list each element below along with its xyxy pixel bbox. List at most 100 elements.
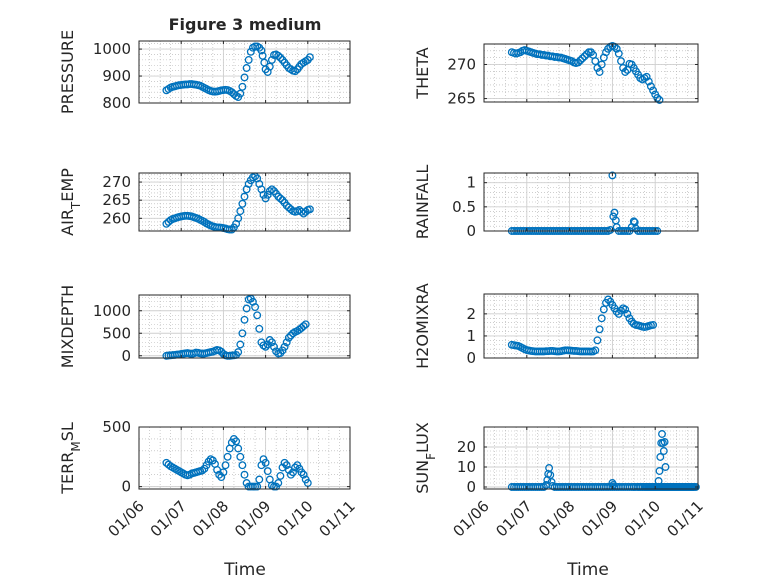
- y-axis-label: THETA: [413, 47, 432, 99]
- data-point: [599, 305, 608, 314]
- data-point: [286, 470, 295, 479]
- data-point: [274, 479, 283, 487]
- data-point: [236, 207, 245, 216]
- axes-box: [138, 172, 351, 232]
- y-tick-label: 260: [102, 209, 131, 227]
- data-point: [276, 53, 285, 62]
- y-axis-label: SUNFLUX: [413, 422, 438, 494]
- x-axis-label-left: Time: [223, 560, 266, 580]
- y-tick-label: 10: [457, 458, 476, 476]
- axes-box: [138, 40, 351, 104]
- data-point: [257, 46, 266, 55]
- data-point: [223, 452, 232, 461]
- y-tick-label: 900: [102, 67, 131, 85]
- y-tick-label: 20: [457, 438, 476, 456]
- data-point: [578, 54, 587, 63]
- data-point: [232, 437, 241, 446]
- data-point: [609, 481, 618, 489]
- series-theta: [507, 42, 664, 104]
- data-point: [217, 473, 226, 482]
- subplot-rainfall: 0 0.5 1 RAINFALL: [413, 165, 699, 240]
- data-point: [595, 325, 604, 334]
- data-point: [614, 49, 623, 58]
- axes-box: [483, 293, 699, 359]
- y-axis-label: RAINFALL: [413, 165, 432, 240]
- data-point: [597, 314, 606, 323]
- series-h2omixra: [507, 295, 658, 356]
- data-point: [610, 208, 619, 217]
- axes-box: [483, 172, 699, 232]
- data-point: [661, 463, 670, 471]
- axes-box: [483, 43, 699, 103]
- data-point: [215, 470, 224, 479]
- y-tick-label: 265: [447, 90, 476, 108]
- y-axis-label: TERRMSL: [58, 422, 83, 495]
- data-point: [261, 342, 270, 351]
- data-point: [655, 96, 664, 104]
- series-pressure: [162, 42, 314, 102]
- subplot-mixdepth: 0 500 1000 MIXDEPTH: [58, 285, 351, 368]
- data-point: [576, 56, 585, 65]
- data-point: [236, 340, 245, 349]
- y-tick-label: 1: [466, 327, 476, 345]
- series-sun-flux: [507, 430, 700, 491]
- data-point: [265, 62, 274, 71]
- axes-box: [138, 294, 351, 359]
- series-air-temp: [162, 172, 314, 234]
- data-point: [291, 463, 300, 472]
- data-point: [238, 199, 247, 208]
- data-point: [297, 468, 306, 477]
- y-tick-label: 0: [121, 347, 131, 365]
- data-point: [610, 42, 619, 51]
- data-point: [617, 57, 625, 66]
- y-tick-label: 1000: [93, 40, 131, 58]
- series-terr-msl: [162, 434, 312, 491]
- data-point: [649, 86, 658, 95]
- data-point: [619, 63, 628, 72]
- data-point: [284, 333, 293, 342]
- data-point: [591, 57, 600, 66]
- data-point: [255, 324, 264, 333]
- data-point: [238, 82, 247, 91]
- data-point: [604, 295, 613, 304]
- data-point: [574, 58, 583, 67]
- data-point: [282, 461, 291, 470]
- data-point: [240, 315, 249, 324]
- y-axis-label: H2OMIXRA: [413, 283, 432, 369]
- data-point: [267, 185, 276, 194]
- data-point: [591, 346, 600, 355]
- data-point: [612, 307, 621, 316]
- data-point: [234, 444, 243, 453]
- data-point: [612, 223, 621, 232]
- data-point: [621, 305, 630, 314]
- axes-background: [484, 173, 698, 231]
- data-point: [621, 68, 630, 76]
- x-axis-label-right: Time: [566, 560, 609, 580]
- data-point: [234, 348, 243, 357]
- data-point: [276, 194, 285, 203]
- data-point: [280, 342, 289, 351]
- data-point: [234, 214, 243, 223]
- data-point: [612, 44, 621, 53]
- data-point: [617, 306, 625, 315]
- axes-box: [138, 426, 351, 490]
- data-point: [593, 336, 602, 345]
- data-point: [539, 483, 548, 491]
- data-point: [265, 336, 274, 344]
- figure-title: Figure 3 medium: [169, 15, 322, 34]
- data-point: [240, 470, 249, 479]
- data-point: [305, 53, 314, 62]
- data-point: [654, 477, 663, 485]
- data-point: [629, 217, 638, 226]
- data-point: [267, 338, 276, 347]
- subplot-theta: 265 270 THETA: [413, 42, 699, 108]
- data-point: [267, 55, 276, 64]
- data-point: [274, 51, 283, 60]
- data-point: [253, 311, 262, 320]
- data-point: [263, 467, 272, 476]
- data-point: [580, 52, 589, 61]
- data-point: [609, 212, 618, 221]
- data-point: [261, 458, 270, 467]
- data-point: [255, 475, 264, 484]
